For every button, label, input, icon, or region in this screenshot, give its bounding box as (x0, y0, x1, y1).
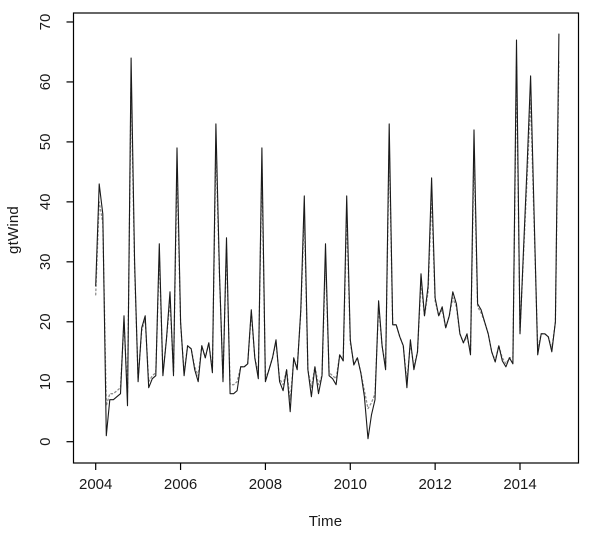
x-tick-label: 2004 (79, 476, 112, 493)
x-tick-label: 2012 (418, 476, 451, 493)
y-tick-label: 70 (37, 14, 54, 31)
x-axis-label: Time (308, 513, 343, 530)
series-observed (95, 33, 560, 440)
y-tick-label: 0 (37, 438, 54, 446)
y-tick-label: 20 (37, 313, 54, 330)
plot-border (72, 12, 580, 464)
x-tick-label: 2014 (503, 476, 536, 493)
y-axis-label: gtWind (5, 206, 22, 254)
y-tick-label: 30 (37, 253, 54, 270)
y-axis: 0 10 20 30 40 50 60 70 (37, 14, 74, 446)
y-tick-label: 10 (37, 373, 54, 390)
x-axis: 2004 2006 2008 2010 2012 2014 (79, 463, 537, 493)
x-tick-label: 2010 (334, 476, 367, 493)
x-tick-label: 2006 (164, 476, 197, 493)
y-tick-label: 60 (37, 74, 54, 91)
y-tick-label: 40 (37, 194, 54, 211)
x-tick-label: 2008 (249, 476, 282, 493)
y-tick-label: 50 (37, 134, 54, 151)
